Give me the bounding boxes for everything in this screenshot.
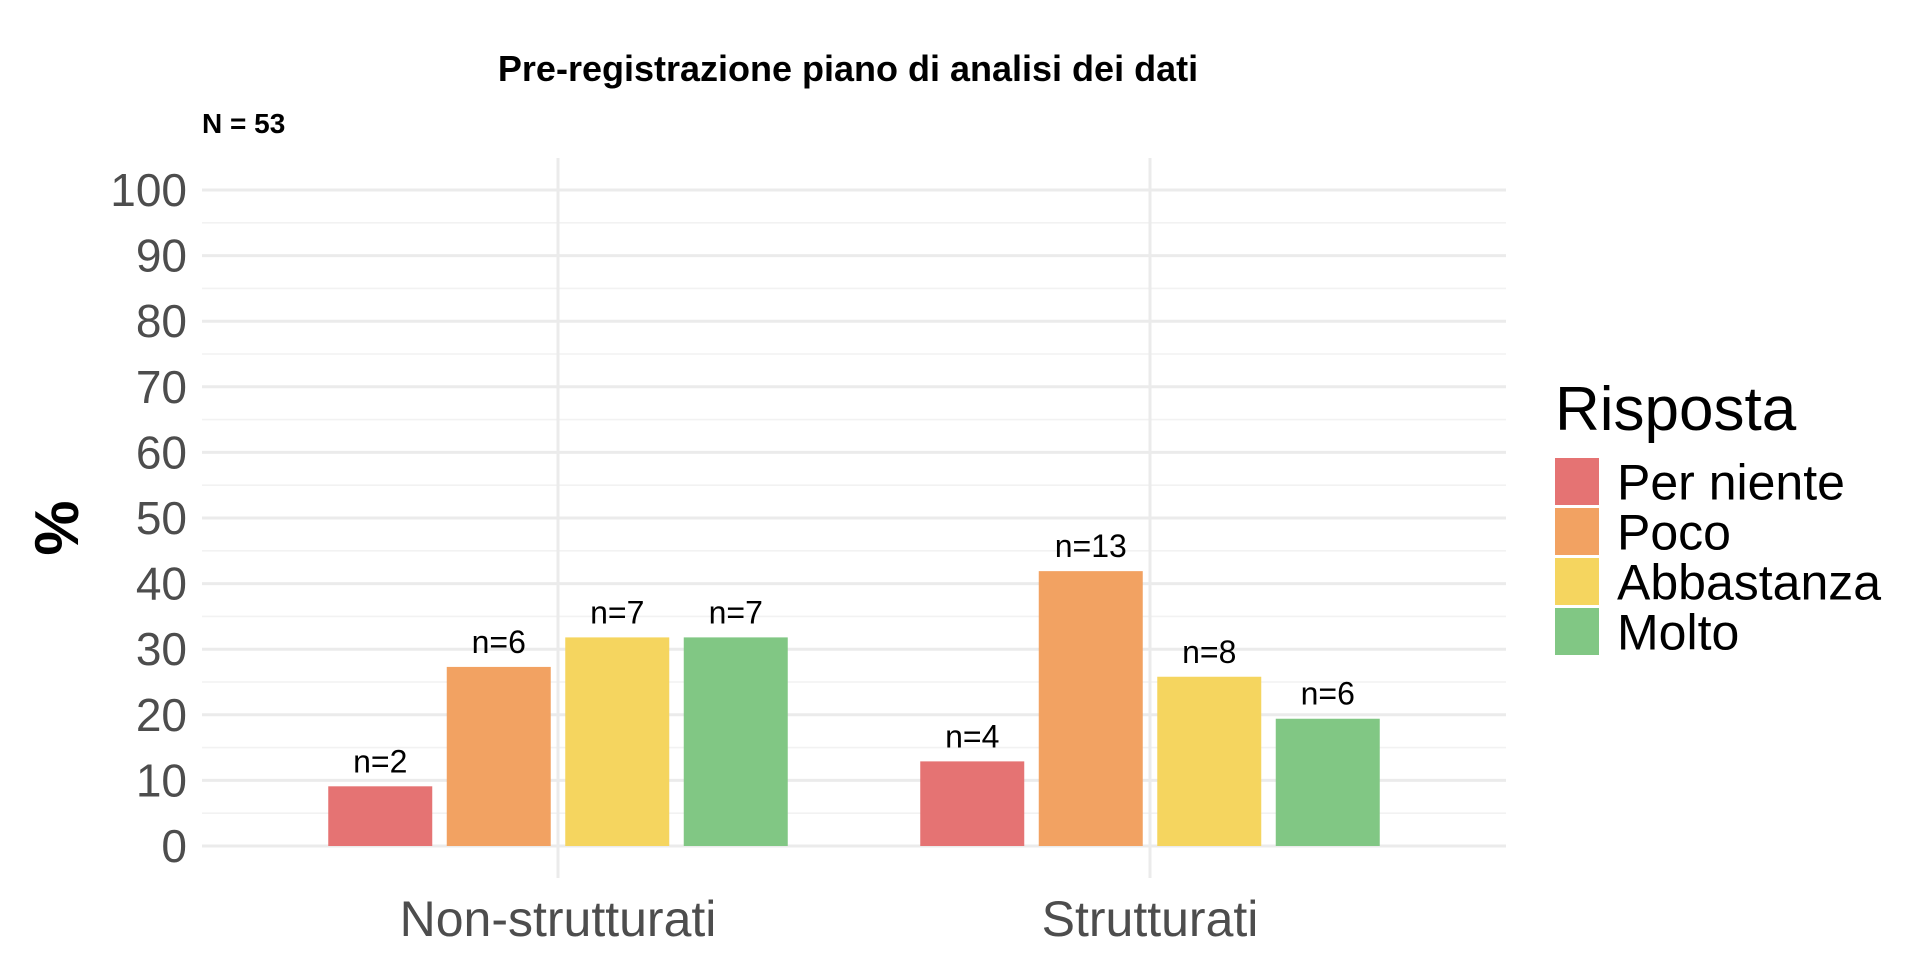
legend-key (1555, 558, 1599, 605)
legend-key (1555, 608, 1599, 655)
bar (1157, 676, 1262, 846)
data-label: n=4 (945, 718, 999, 754)
y-tick-label: 0 (161, 820, 187, 872)
data-label: n=8 (1182, 634, 1236, 670)
y-tick-label: 80 (136, 295, 187, 347)
legend-title: Risposta (1555, 375, 1797, 444)
y-axis-ticks: 0 10 20 30 40 50 60 70 80 90 100 (110, 164, 187, 872)
x-tick-label: Strutturati (1042, 891, 1259, 947)
data-label: n=2 (353, 743, 407, 779)
data-label: n=7 (709, 594, 763, 630)
data-label: n=6 (1301, 676, 1355, 712)
legend-label: Molto (1617, 605, 1739, 661)
bars (328, 571, 1380, 846)
y-tick-label: 70 (136, 361, 187, 413)
bar (446, 666, 551, 846)
legend-label: Abbastanza (1617, 555, 1881, 611)
y-tick-label: 30 (136, 623, 187, 675)
x-tick-label: Non-strutturati (400, 891, 717, 947)
x-axis-ticks: Non-strutturati Strutturati (400, 891, 1259, 947)
data-label: n=7 (590, 594, 644, 630)
legend-label: Per niente (1617, 455, 1845, 511)
bar (683, 637, 788, 846)
bar (565, 637, 670, 846)
bar (1275, 718, 1380, 846)
data-label: n=6 (472, 624, 526, 660)
y-tick-label: 10 (136, 754, 187, 806)
bar (920, 761, 1025, 846)
legend-key (1555, 508, 1599, 555)
data-labels: n=2 n=6 n=7 n=7 n=4 n=13 n=8 n=6 (353, 528, 1355, 779)
y-tick-label: 50 (136, 492, 187, 544)
bar (1038, 571, 1143, 846)
y-tick-label: 90 (136, 230, 187, 282)
legend-key (1555, 458, 1599, 505)
chart-title: Pre-registrazione piano di analisi dei d… (498, 48, 1198, 89)
data-label: n=13 (1055, 528, 1127, 564)
bar (328, 786, 433, 846)
y-tick-label: 20 (136, 689, 187, 741)
y-tick-label: 60 (136, 426, 187, 478)
chart-subtitle: N = 53 (202, 108, 285, 139)
y-tick-label: 100 (110, 164, 187, 216)
y-axis-label: % (23, 500, 92, 555)
legend-label: Poco (1617, 505, 1731, 561)
y-tick-label: 40 (136, 558, 187, 610)
